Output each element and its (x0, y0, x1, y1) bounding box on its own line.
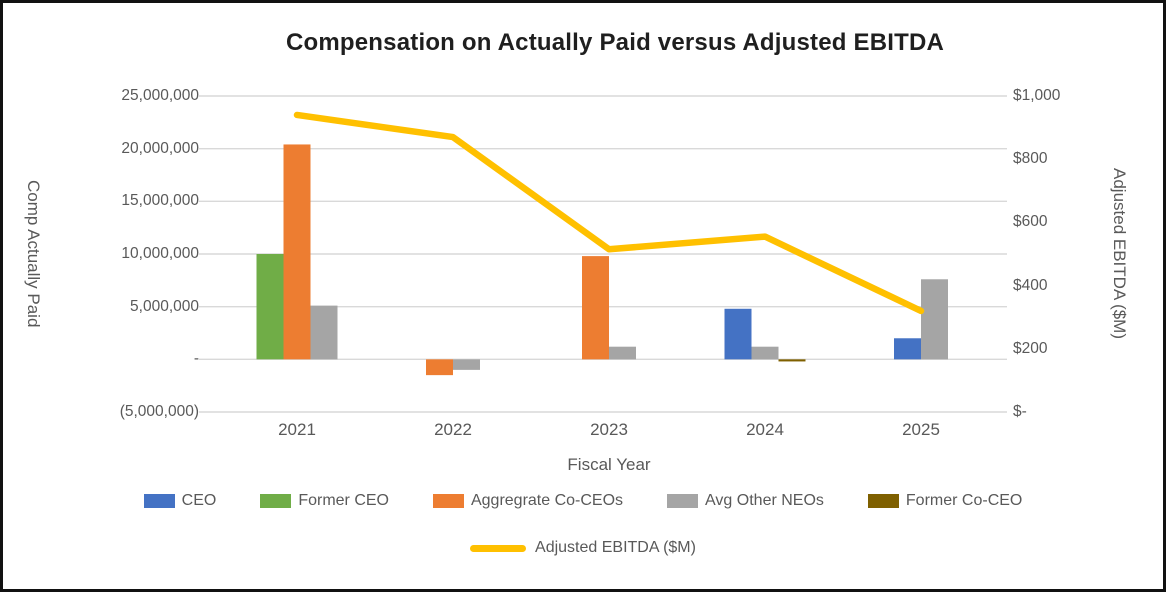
legend-bar-series: CEO Former CEO Aggregrate Co-CEOs Avg Other… (3, 492, 1163, 510)
left-axis-tick: (5,000,000) (119, 403, 199, 420)
legend-swatch-former-ceo (260, 494, 292, 508)
left-axis-tick: 5,000,000 (130, 297, 199, 315)
left-axis-tick: 20,000,000 (121, 139, 199, 157)
line-adjusted-ebitda-m (293, 111, 925, 315)
legend-label: Former Co-CEO (905, 492, 1023, 509)
right-axis-tick: $400 (1013, 276, 1048, 294)
bar-aggregrate-co-ceos-2021 (283, 144, 311, 360)
legend-item-former-co-ceo: Former Co-CEO (867, 492, 1023, 510)
legend-item-aggregrate-co-ceos: Aggregrate Co-CEOs (432, 492, 624, 510)
legend-swatch-former-co-ceo (867, 494, 899, 508)
bar-aggregrate-co-ceos-2022 (426, 359, 453, 376)
left-axis-tick: 25,000,000 (121, 87, 199, 104)
x-axis-label-2021: 2021 (278, 420, 316, 439)
bar-former-ceo-2021 (256, 254, 284, 360)
bar-ceo-2025 (894, 338, 921, 360)
right-axis-tick: $1,000 (1013, 87, 1061, 104)
plot-area (199, 95, 1007, 413)
bar-avg-other-neos-2023 (609, 346, 636, 360)
x-axis-label-2023: 2023 (590, 420, 628, 439)
legend-swatch-avg-other-neos (667, 494, 699, 508)
left-axis-tick: 15,000,000 (121, 192, 199, 210)
right-axis-tick: $800 (1013, 150, 1048, 168)
left-axis-title: Comp Actually Paid (24, 180, 43, 328)
right-axis-tick: $600 (1013, 213, 1048, 231)
legend-label: Aggregrate Co-CEOs (470, 492, 624, 509)
legend-item-avg-other-neos: Avg Other NEOs (667, 492, 824, 510)
legend-label: CEO (181, 492, 217, 509)
adjusted-ebitda-line-swatch (470, 544, 527, 552)
chart-title: Compensation on Actually Paid versus Adj… (285, 29, 945, 56)
right-axis-title: Adjusted EBITDA ($M) (1110, 168, 1129, 340)
x-axis-title: Fiscal Year (567, 455, 651, 474)
right-axis-tick: $- (1013, 403, 1027, 420)
right-axis-tick: $200 (1013, 339, 1048, 357)
bar-avg-other-neos-2022 (453, 359, 480, 370)
x-axis-label-2022: 2022 (434, 420, 472, 439)
legend-label: Adjusted EBITDA ($M) (535, 539, 696, 556)
bar-ceo-2024 (724, 308, 752, 360)
bar-avg-other-neos-2021 (310, 305, 338, 360)
left-axis-tick: - (193, 350, 199, 368)
bar-avg-other-neos-2025 (921, 279, 948, 360)
x-axis-label-2024: 2024 (746, 420, 784, 439)
legend-label: Former CEO (298, 492, 389, 509)
legend-label: Avg Other NEOs (705, 492, 824, 509)
legend-item-former-ceo: Former CEO (260, 492, 389, 510)
x-axis-label-2025: 2025 (902, 420, 940, 439)
legend-swatch-ceo (143, 494, 175, 508)
bar-avg-other-neos-2024 (751, 346, 779, 360)
legend-line-series: Adjusted EBITDA ($M) (3, 539, 1163, 557)
legend-item-adjusted-ebitda: Adjusted EBITDA ($M) (470, 539, 696, 557)
legend-swatch-aggregrate-co-ceos (432, 494, 464, 508)
bar-aggregrate-co-ceos-2023 (582, 256, 609, 360)
bar-former-co-ceo-2024 (778, 359, 806, 362)
legend-item-ceo: CEO (143, 492, 217, 510)
left-axis-tick: 10,000,000 (121, 245, 199, 262)
